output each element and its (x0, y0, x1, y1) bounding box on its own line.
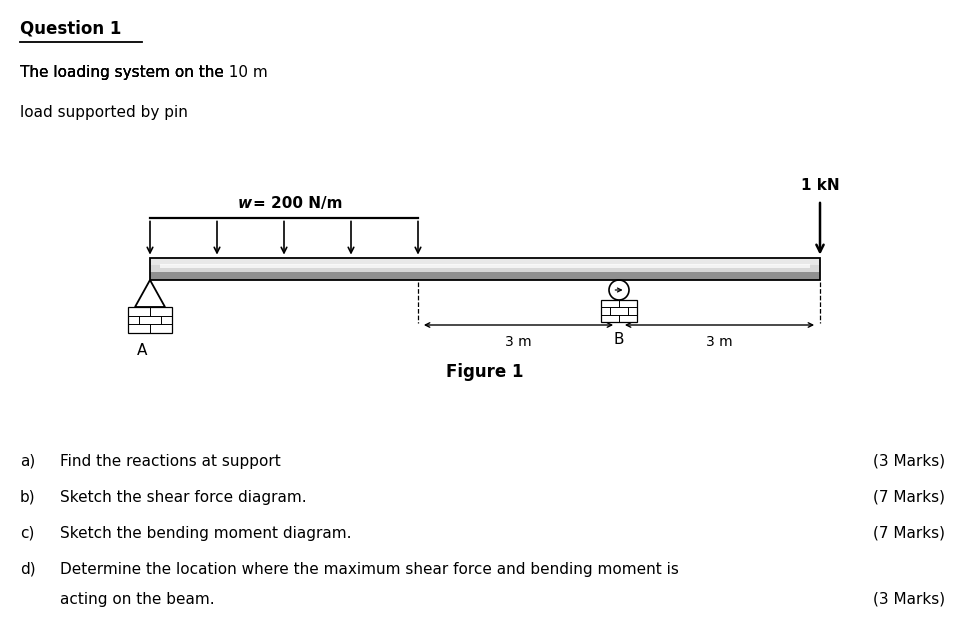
Text: a): a) (20, 454, 36, 469)
Text: Question 1: Question 1 (20, 19, 121, 37)
Text: d): d) (20, 562, 36, 577)
Bar (601, 300, 637, 322)
Text: w: w (238, 196, 252, 211)
Text: 3 m: 3 m (706, 335, 733, 349)
Text: 3 m: 3 m (506, 335, 532, 349)
Text: Sketch the shear force diagram.: Sketch the shear force diagram. (60, 490, 306, 505)
Text: The loading system on the ​​​​​​​​​​10 m: The loading system on the ​​​​​​​​​​10 m (20, 65, 268, 80)
Text: (3 Marks): (3 Marks) (872, 454, 945, 469)
Text: c): c) (20, 526, 35, 541)
Text: The loading system on the: The loading system on the (20, 65, 229, 80)
Text: B: B (613, 332, 624, 347)
Bar (150, 272, 820, 280)
Text: (7 Marks): (7 Marks) (873, 490, 945, 505)
Bar (150, 258, 820, 265)
Text: Sketch the bending moment diagram.: Sketch the bending moment diagram. (60, 526, 351, 541)
Text: The loading system on the: The loading system on the (20, 65, 229, 80)
Text: b): b) (20, 490, 36, 505)
Text: = 200 N/m: = 200 N/m (253, 196, 343, 211)
Text: Determine the location where the maximum shear force and bending moment is: Determine the location where the maximum… (60, 562, 679, 577)
Bar (150, 258, 820, 280)
Bar (128, 307, 172, 333)
Text: Figure 1: Figure 1 (446, 363, 524, 381)
Text: (7 Marks): (7 Marks) (873, 526, 945, 541)
Text: load supported by pin: load supported by pin (20, 105, 193, 120)
Text: acting on the beam.: acting on the beam. (60, 592, 215, 607)
Bar (160, 264, 810, 268)
Bar (150, 265, 820, 272)
Text: Find the reactions at support: Find the reactions at support (60, 454, 286, 469)
Text: (3 Marks): (3 Marks) (872, 592, 945, 607)
Text: 1 kN: 1 kN (800, 178, 840, 193)
Text: A: A (137, 343, 147, 358)
